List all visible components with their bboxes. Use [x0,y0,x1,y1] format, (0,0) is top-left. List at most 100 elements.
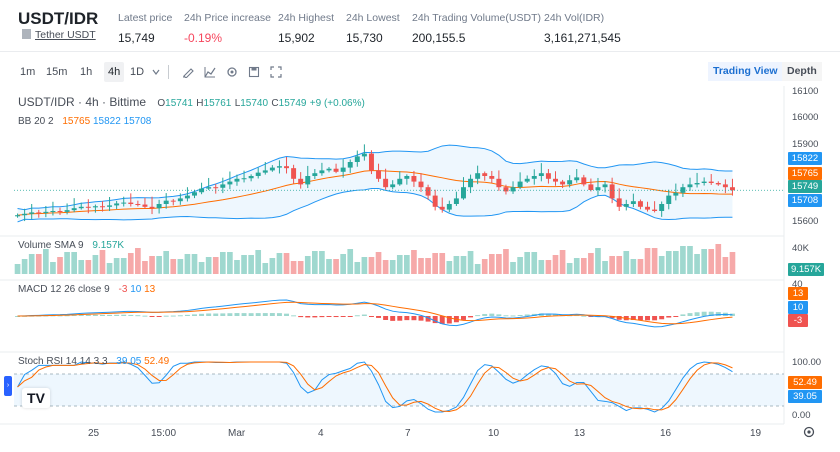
volume-label: Volume SMA 9 [18,240,84,251]
timeframe-15m[interactable]: 15m [46,66,68,78]
settings-icon[interactable] [226,66,238,78]
trading-view-button[interactable]: Trading View [708,62,783,81]
volume-bar [71,252,77,274]
chevron-right-icon[interactable]: › [4,376,12,396]
volume-bar [524,252,531,274]
macd-histogram-bar [411,316,417,321]
bb-upper-value: 15822 [92,116,121,127]
chart-toolbar: 1m 15m 1h 4h 1D Trading View Depth [8,62,832,82]
volume-bar [517,257,523,274]
macd-histogram-bar [376,316,382,318]
volume-bar [496,254,502,274]
volume-bar [198,262,205,274]
candle-body [276,166,282,168]
volume-bar [715,244,722,274]
volume-bar [623,251,630,274]
candle-body [192,192,197,196]
macd-histogram-bar [666,316,672,318]
macd-histogram-bar [637,316,643,321]
candle-body [729,187,735,191]
candle-body [545,173,551,179]
volume-bar [142,261,148,274]
candle-body [482,173,488,176]
toolbar-divider [168,65,169,79]
symbol-label: USDT/IDR · 4h · Bittime [18,95,147,109]
macd-histogram-bar [170,315,176,317]
tradingview-logo[interactable]: TV [22,388,50,408]
macd-histogram-bar [425,316,431,322]
candle-body [319,170,325,174]
macd-histogram-bar [114,314,120,316]
candle-body [588,184,594,190]
candle-body [121,202,127,204]
macd-histogram-bar [496,314,502,316]
macd-histogram-bar [701,311,707,316]
macd-histogram-bar [57,315,63,317]
volume-bar [708,249,715,274]
timeframe-1m[interactable]: 1m [20,66,36,78]
macd-histogram-bar [333,316,339,318]
stoch-k-value: 39.05 [116,356,142,367]
bb-lower-price-tag: 15708 [788,194,822,207]
macd-histogram-bar [298,316,304,318]
chart-area[interactable]: USDT/IDR · 4h · Bittime O15741 H15761 L1… [0,86,840,452]
settings-icon[interactable] [802,425,816,439]
candle-body [581,177,587,185]
timeframe-1d[interactable]: 1D [130,66,145,78]
macd-hist-value: -3 [118,284,128,295]
bb-lower-line [17,188,733,223]
volume-bar [177,259,184,274]
candle-body [248,176,254,179]
candle-body [107,205,113,207]
indicator-icon[interactable] [204,66,216,78]
stoch-legend: Stoch RSI 14 14 3 3 39.05 52.49 [18,356,169,367]
save-icon[interactable] [248,66,260,78]
candle-body [135,204,141,205]
volume-bar [425,258,431,274]
macd-histogram-bar [354,315,360,317]
chevron-down-icon[interactable] [152,68,160,76]
macd-histogram-bar [482,313,488,316]
volume-bar [404,255,410,274]
stat-latest-price: Latest price 15,749 [118,12,172,45]
bb-basis-line [17,170,733,216]
candle-body [163,200,169,204]
candle-body [701,181,707,183]
stoch-d-line [17,361,733,412]
volume-bar [170,259,177,274]
pair-subtitle-link[interactable]: Tether USDT [22,29,96,41]
x-axis-label: 19 [750,428,762,439]
candle-body [694,183,700,185]
candle-body [475,173,481,179]
stat-label: Latest price [118,12,173,24]
candle-body [114,203,120,206]
timeframe-1h[interactable]: 1h [80,66,93,78]
candle-body [333,168,339,172]
macd-histogram-bar [680,314,686,316]
candle-body [418,181,424,188]
candle-body [630,201,636,204]
candle-body [496,178,502,188]
volume-bar [276,253,283,274]
macd-histogram-bar [708,311,714,316]
candle-body [361,153,367,157]
candle-body [623,204,629,207]
timeframe-4h[interactable]: 4h [104,62,125,82]
volume-bar [227,252,233,274]
candle-body [142,204,148,207]
fullscreen-icon[interactable] [270,66,282,78]
bb-upper-price-tag: 15822 [788,152,822,165]
macd-histogram-bar [645,316,650,321]
x-axis-label: 25 [88,428,100,439]
candle-body [708,181,714,183]
macd-histogram-bar [64,315,70,317]
depth-button[interactable]: Depth [782,62,822,81]
candle-body [510,187,516,192]
volume-bar [319,251,325,274]
candle-body [128,202,134,204]
draw-icon[interactable] [182,66,194,78]
price-chart-canvas[interactable] [0,86,840,452]
volume-bar [57,257,63,274]
volume-bar [722,257,729,274]
macd-histogram-bar [694,312,700,316]
